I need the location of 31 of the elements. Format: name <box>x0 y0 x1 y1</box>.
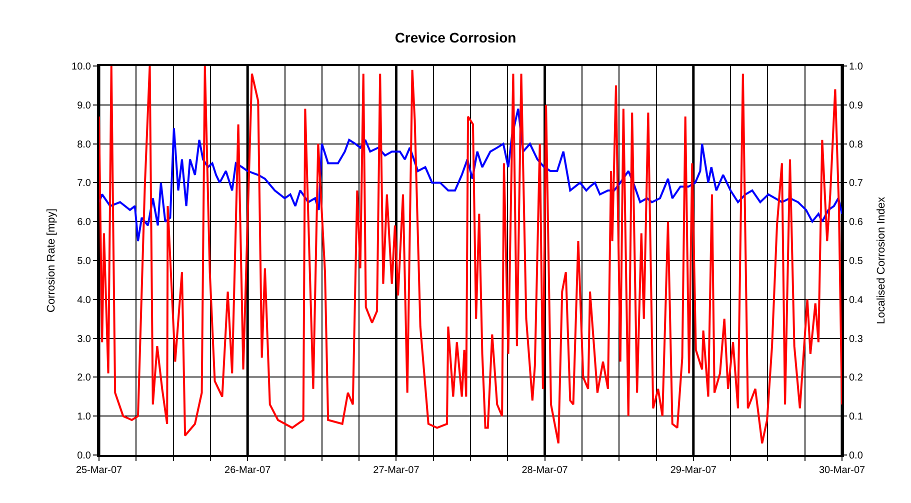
y-tick-label: 3.0 <box>77 334 92 345</box>
y-axis-title: Corrosion Rate [mpy] <box>46 208 58 312</box>
y2-tick-label: 0.9 <box>849 100 864 112</box>
x-tick-label: 27-Mar-07 <box>373 465 420 476</box>
y-tick-label: 9.0 <box>77 100 92 112</box>
y2-tick-label: 0.6 <box>849 217 864 228</box>
y-tick-label: 7.0 <box>77 178 92 190</box>
x-tick-label: 28-Mar-07 <box>522 465 568 476</box>
y2-tick-label: 1.0 <box>849 62 864 72</box>
y-tick-label: 2.0 <box>77 372 92 384</box>
y-tick-label: 10.0 <box>72 62 92 72</box>
x-tick-label: 25-Mar-07 <box>76 465 122 476</box>
y-tick-label: 0.0 <box>77 450 92 462</box>
y2-tick-label: 0.3 <box>849 334 864 345</box>
y-tick-label: 1.0 <box>77 412 92 423</box>
chart-title: Crevice Corrosion <box>394 30 516 46</box>
y-tick-label: 5.0 <box>77 256 92 267</box>
y2-tick-label: 0.1 <box>849 412 864 423</box>
y-tick-label: 4.0 <box>77 294 92 306</box>
y2-axis-title: Localised Corrosion Index <box>876 196 888 324</box>
y2-tick-label: 0.7 <box>849 178 864 190</box>
y-tick-label: 6.0 <box>77 217 92 228</box>
x-tick-label: 30-Mar-07 <box>818 465 866 476</box>
y2-tick-label: 0.5 <box>849 256 864 267</box>
x-tick-label: 26-Mar-07 <box>224 465 272 476</box>
y2-tick-label: 0.2 <box>849 372 864 384</box>
y2-tick-label: 0.4 <box>849 294 864 306</box>
y2-tick-label: 0.0 <box>849 450 864 462</box>
y-tick-label: 8.0 <box>77 139 92 150</box>
x-tick-label: 29-Mar-07 <box>670 465 717 476</box>
y2-tick-label: 0.8 <box>849 139 864 150</box>
